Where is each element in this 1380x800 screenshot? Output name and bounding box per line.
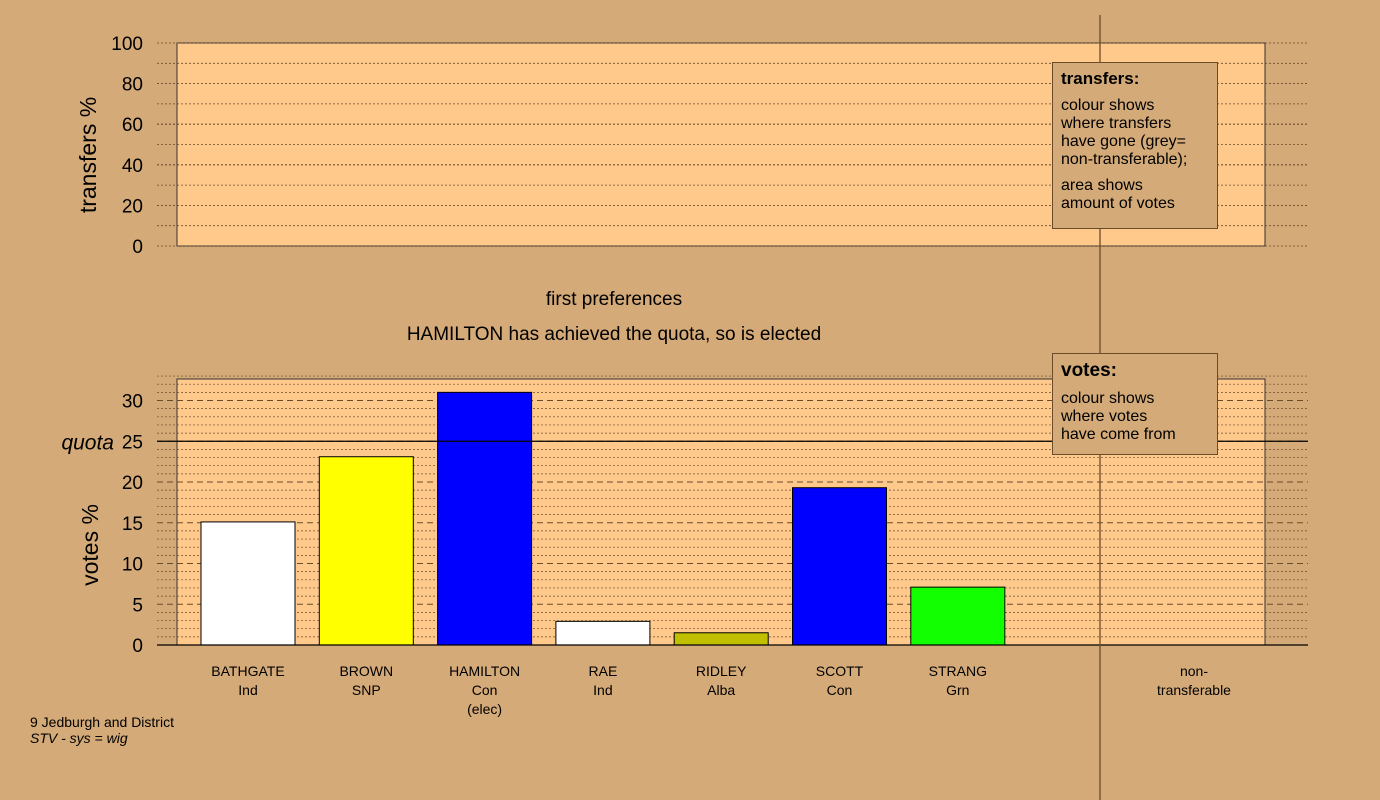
- votes-legend-line: colour shows: [1061, 390, 1155, 407]
- non-transferable-label-2: transferable: [1157, 682, 1231, 698]
- candidate-label: SCOTT: [816, 663, 864, 679]
- votes-legend-title: votes:: [1061, 360, 1117, 381]
- quota-label: quota: [61, 431, 114, 454]
- candidate-label: Con: [472, 682, 498, 698]
- candidate-label: BROWN: [339, 663, 393, 679]
- transfers-legend-title: transfers:: [1061, 69, 1140, 88]
- transfers-y-tick-label: 40: [122, 156, 143, 177]
- votes-legend: votes: colour shows where votes have com…: [1052, 353, 1218, 455]
- candidate-label: Ind: [238, 682, 257, 698]
- candidate-label: RAE: [589, 663, 618, 679]
- transfers-legend-line: where transfers: [1061, 115, 1172, 132]
- candidate-label: Grn: [946, 682, 969, 698]
- votes-y-tick-label: 5: [132, 595, 143, 616]
- transfers-legend-line: non-transferable);: [1061, 151, 1188, 168]
- bar-strang: [910, 586, 1006, 646]
- non-transferable-label-1: non-: [1180, 663, 1208, 679]
- chart-subtitle: HAMILTON has achieved the quota, so is e…: [407, 324, 821, 345]
- candidate-label: STRANG: [929, 663, 987, 679]
- transfers-legend: transfers: colour shows where transfers …: [1052, 62, 1218, 229]
- transfers-y-tick-label: 100: [111, 34, 143, 55]
- votes-legend-line: where votes: [1061, 408, 1148, 425]
- transfers-y-tick-label: 60: [122, 115, 143, 136]
- candidate-labels: BATHGATE Ind BROWN SNP HAMILTON Con (elec) RAE I…: [211, 663, 987, 717]
- transfers-y-tick-label: 20: [122, 196, 143, 217]
- votes-y-tick-label: 25: [122, 432, 143, 453]
- transfers-legend-line: area shows: [1061, 177, 1143, 194]
- transfers-y-label: transfers %: [75, 97, 101, 213]
- bar-brown: [318, 456, 414, 646]
- ward-name: 9 Jedburgh and District: [30, 714, 174, 730]
- bar-ridley: [673, 632, 769, 646]
- candidate-label: Con: [827, 682, 853, 698]
- transfers-legend-line: colour shows: [1061, 97, 1155, 114]
- transfers-legend-line: have gone (grey=: [1061, 133, 1186, 150]
- bar-hamilton: [437, 391, 533, 646]
- transfers-y-axis: 0 20 40 60 80 100: [111, 34, 143, 258]
- candidate-label: Alba: [707, 682, 735, 698]
- votes-y-tick-label: 15: [122, 514, 143, 535]
- transfers-legend-line: amount of votes: [1061, 195, 1175, 212]
- votes-y-label: votes %: [77, 504, 103, 586]
- votes-y-axis: 0 5 10 15 20 25 30: [122, 392, 143, 658]
- candidate-label: BATHGATE: [211, 663, 284, 679]
- votes-y-tick-label: 10: [122, 555, 143, 576]
- candidate-label: (elec): [467, 701, 502, 717]
- candidate-label: RIDLEY: [696, 663, 747, 679]
- votes-y-tick-label: 20: [122, 473, 143, 494]
- chart-title: first preferences: [546, 289, 682, 310]
- votes-y-tick-label: 30: [122, 392, 143, 413]
- candidate-label: Ind: [593, 682, 612, 698]
- bar-scott: [792, 487, 887, 646]
- transfers-y-tick-label: 0: [132, 237, 143, 258]
- votes-bars: [200, 391, 1006, 646]
- system-note: STV - sys = wig: [30, 730, 128, 746]
- footer: 9 Jedburgh and District STV - sys = wig: [30, 714, 174, 746]
- votes-y-tick-label: 0: [132, 636, 143, 657]
- transfers-y-tick-label: 80: [122, 75, 143, 96]
- candidate-label: HAMILTON: [449, 663, 520, 679]
- bar-bathgate: [200, 521, 296, 646]
- bar-rae: [555, 620, 651, 646]
- candidate-label: SNP: [352, 682, 381, 698]
- votes-legend-line: have come from: [1061, 426, 1176, 443]
